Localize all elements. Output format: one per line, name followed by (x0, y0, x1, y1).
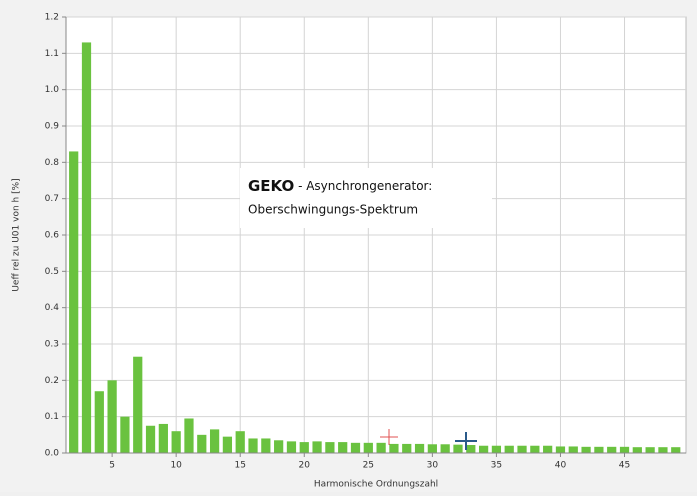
bar (402, 443, 412, 453)
y-tick-label: 0.7 (45, 194, 59, 204)
bar (543, 445, 553, 453)
bar (376, 442, 386, 453)
x-tick-label: 25 (363, 461, 374, 471)
bar (581, 446, 591, 453)
bar (453, 444, 463, 453)
y-tick-label: 0.2 (45, 376, 59, 386)
y-tick-label: 1.1 (45, 49, 59, 59)
bar (466, 445, 476, 453)
bar (594, 446, 604, 453)
bar (607, 446, 617, 453)
x-tick-label: 10 (170, 461, 182, 471)
y-tick-label: 0.4 (45, 303, 60, 313)
y-tick-label: 1.0 (45, 85, 60, 95)
bar (338, 442, 348, 453)
bar (107, 380, 117, 453)
bar (440, 444, 450, 453)
bar (414, 443, 425, 453)
bar (555, 446, 566, 453)
bar (325, 442, 335, 453)
x-tick-label: 15 (234, 461, 245, 471)
y-tick-label: 0.5 (45, 267, 59, 277)
bar (478, 445, 489, 453)
x-tick-label: 40 (555, 461, 567, 471)
bar (171, 431, 181, 453)
bar (658, 447, 668, 453)
bar (158, 423, 168, 453)
bar (235, 431, 245, 453)
x-tick-label: 35 (491, 461, 502, 471)
annotation-line1: GEKO - Asynchrongenerator: (248, 177, 432, 195)
bar (184, 418, 194, 453)
bar (299, 442, 309, 453)
bar (568, 446, 578, 453)
grid (66, 16, 686, 454)
bar (312, 441, 322, 453)
bar (145, 425, 156, 453)
x-axis-label: Harmonische Ordnungszahl (314, 480, 438, 490)
bar (363, 442, 373, 453)
bar (69, 151, 79, 453)
cursor-red (380, 429, 398, 445)
y-tick-label: 0.0 (45, 449, 60, 459)
bar (81, 42, 92, 453)
bar (389, 443, 399, 453)
y-tick-label: 0.9 (45, 122, 60, 132)
annotation-line2: Oberschwingungs-Spektrum (248, 203, 418, 217)
bar (619, 446, 630, 453)
bars (69, 42, 681, 453)
bar (222, 436, 233, 453)
bar (350, 442, 361, 453)
y-tick-label: 1.2 (45, 13, 59, 23)
bar (645, 447, 655, 453)
y-tick-label: 0.1 (45, 412, 59, 422)
y-tick-label: 0.6 (45, 231, 60, 241)
bar (248, 438, 258, 453)
bar (197, 434, 207, 453)
bar (632, 447, 642, 453)
x-tick-label: 5 (109, 461, 115, 471)
x-tick-label: 30 (427, 461, 439, 471)
x-tick-label: 20 (299, 461, 311, 471)
bar (671, 447, 681, 453)
cursor-blue (455, 432, 477, 450)
bar (530, 445, 540, 453)
y-tick-label: 0.3 (45, 340, 59, 350)
bar (504, 445, 514, 453)
annotation-bold: GEKO (248, 177, 294, 195)
bar (261, 438, 271, 453)
bar (517, 445, 527, 453)
x-tick-label: 45 (619, 461, 630, 471)
annotation-box (240, 168, 492, 228)
bar (209, 429, 220, 453)
bar (286, 441, 297, 453)
annotation-text: - Asynchrongenerator: (294, 179, 432, 193)
bar (94, 391, 104, 453)
bar (120, 416, 130, 453)
bar (274, 440, 284, 453)
bar (427, 444, 437, 453)
y-axis-label: Ueff rel zu U01 von h [%] (12, 178, 22, 291)
bar (133, 356, 143, 453)
bar (491, 445, 502, 453)
y-tick-label: 0.8 (45, 158, 60, 168)
